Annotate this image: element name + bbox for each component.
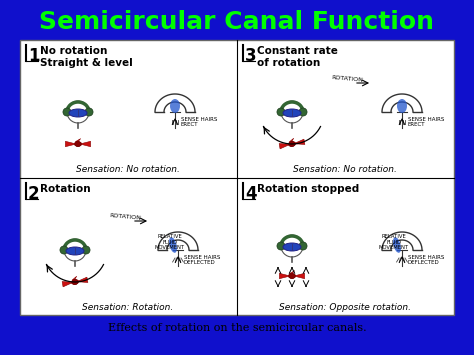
- Text: Effects of rotation on the semicircular canals.: Effects of rotation on the semicircular …: [108, 323, 366, 333]
- Circle shape: [85, 108, 93, 116]
- Polygon shape: [294, 273, 305, 279]
- Text: 2: 2: [28, 185, 40, 203]
- Circle shape: [64, 239, 86, 261]
- Circle shape: [299, 242, 307, 250]
- Circle shape: [75, 141, 81, 147]
- Polygon shape: [80, 141, 91, 147]
- Circle shape: [281, 235, 303, 257]
- Polygon shape: [294, 139, 305, 144]
- Ellipse shape: [66, 247, 84, 255]
- Polygon shape: [65, 141, 76, 147]
- Ellipse shape: [72, 280, 79, 284]
- Circle shape: [63, 108, 71, 116]
- Text: RELATIVE
FLUID
MOVEMENT: RELATIVE FLUID MOVEMENT: [155, 234, 185, 250]
- Text: Sensation: Opposite rotation.: Sensation: Opposite rotation.: [279, 302, 411, 311]
- Text: Semicircular Canal Function: Semicircular Canal Function: [39, 10, 435, 34]
- Circle shape: [73, 279, 78, 285]
- Circle shape: [281, 101, 303, 123]
- Polygon shape: [279, 273, 290, 279]
- Bar: [20, 40, 454, 315]
- Ellipse shape: [393, 237, 401, 253]
- Ellipse shape: [397, 99, 407, 113]
- Ellipse shape: [289, 142, 296, 146]
- Circle shape: [277, 242, 285, 250]
- Text: 4: 4: [245, 185, 256, 203]
- Ellipse shape: [69, 109, 87, 117]
- Polygon shape: [72, 276, 77, 280]
- Text: Sensation: No rotation.: Sensation: No rotation.: [293, 165, 397, 175]
- Circle shape: [60, 246, 68, 254]
- Text: RELATIVE
FLUID
MOVEMENT: RELATIVE FLUID MOVEMENT: [379, 234, 409, 250]
- Polygon shape: [77, 277, 88, 283]
- Polygon shape: [289, 138, 294, 142]
- Text: Rotation stopped: Rotation stopped: [257, 184, 359, 194]
- Text: Constant rate
of rotation: Constant rate of rotation: [257, 46, 338, 67]
- Text: 3: 3: [245, 47, 256, 65]
- Text: SENSE HAIRS
DEFLECTED: SENSE HAIRS DEFLECTED: [184, 255, 220, 266]
- Text: SENSE HAIRS
ERECT: SENSE HAIRS ERECT: [181, 116, 218, 127]
- Text: SENSE HAIRS
ERECT: SENSE HAIRS ERECT: [408, 116, 444, 127]
- Text: Sensation: Rotation.: Sensation: Rotation.: [82, 302, 173, 311]
- Circle shape: [289, 141, 295, 147]
- Text: ROTATION: ROTATION: [331, 75, 363, 83]
- Text: SENSE HAIRS
DEFLECTED: SENSE HAIRS DEFLECTED: [408, 255, 444, 266]
- Circle shape: [289, 273, 295, 279]
- Polygon shape: [289, 271, 295, 274]
- Circle shape: [67, 101, 89, 123]
- Polygon shape: [75, 138, 81, 142]
- Ellipse shape: [283, 243, 301, 251]
- Ellipse shape: [169, 237, 177, 253]
- Ellipse shape: [283, 109, 301, 117]
- Ellipse shape: [170, 99, 180, 113]
- Polygon shape: [279, 143, 290, 149]
- Ellipse shape: [74, 142, 82, 146]
- Polygon shape: [62, 282, 73, 287]
- Circle shape: [82, 246, 90, 254]
- Text: Sensation: No rotation.: Sensation: No rotation.: [76, 165, 180, 175]
- Text: 1: 1: [28, 47, 39, 65]
- Circle shape: [299, 108, 307, 116]
- Text: Rotation: Rotation: [40, 184, 91, 194]
- Text: No rotation
Straight & level: No rotation Straight & level: [40, 46, 133, 67]
- Circle shape: [277, 108, 285, 116]
- Ellipse shape: [288, 274, 296, 278]
- Text: ROTATION: ROTATION: [109, 213, 141, 221]
